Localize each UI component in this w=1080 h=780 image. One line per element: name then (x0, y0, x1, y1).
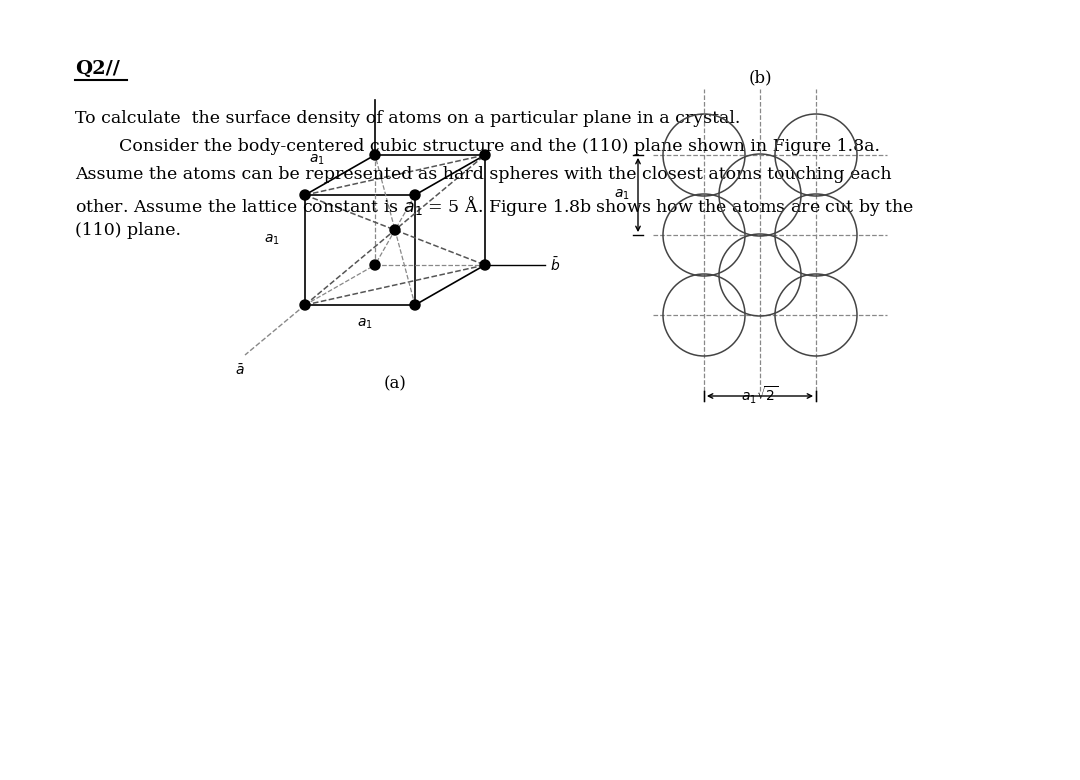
Circle shape (480, 260, 490, 270)
Circle shape (370, 150, 380, 160)
Circle shape (300, 190, 310, 200)
Circle shape (370, 260, 380, 270)
Circle shape (390, 225, 400, 235)
Text: Assume the atoms can be represented as hard spheres with the closest atoms touch: Assume the atoms can be represented as h… (75, 166, 892, 183)
Text: Consider the body-centered cubic structure and the (110) plane shown in Figure 1: Consider the body-centered cubic structu… (75, 138, 880, 155)
Text: other. Assume the lattice constant is $a_1$ = 5 Å. Figure 1.8b shows how the ato: other. Assume the lattice constant is $a… (75, 194, 915, 218)
Text: (b): (b) (748, 69, 772, 86)
Circle shape (410, 300, 420, 310)
Circle shape (410, 190, 420, 200)
Text: $a_1$: $a_1$ (615, 188, 630, 202)
Circle shape (480, 150, 490, 160)
Text: (a): (a) (383, 375, 406, 392)
Text: $a_1\sqrt{2}$: $a_1\sqrt{2}$ (741, 385, 779, 406)
Text: $a_1$: $a_1$ (265, 232, 280, 247)
Text: $\bar{b}$: $\bar{b}$ (550, 256, 561, 274)
Text: $\bar{a}$: $\bar{a}$ (235, 363, 245, 378)
Text: To calculate  the surface density of atoms on a particular plane in a crystal.: To calculate the surface density of atom… (75, 110, 741, 127)
Circle shape (300, 300, 310, 310)
Text: $a_1$: $a_1$ (357, 317, 373, 332)
Text: $a_1$: $a_1$ (309, 153, 325, 167)
Text: (110) plane.: (110) plane. (75, 222, 181, 239)
Text: Q2//: Q2// (75, 60, 120, 78)
